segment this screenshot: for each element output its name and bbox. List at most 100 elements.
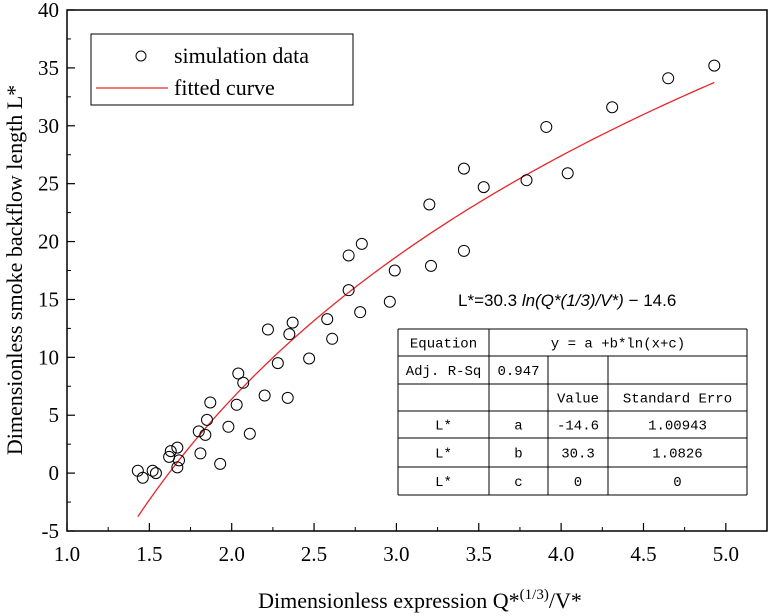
- fit-table-cell: Adj. R-Sq: [406, 364, 482, 380]
- fit-table-cell: 1.0826: [652, 447, 702, 463]
- y-tick-label: 10: [38, 345, 59, 369]
- data-point: [606, 101, 619, 114]
- y-tick-label: -5: [42, 519, 60, 543]
- y-tick-label: 20: [38, 230, 59, 254]
- fit-table-grid: [397, 328, 748, 496]
- fit-table-cell: 0.947: [497, 364, 539, 380]
- data-point: [281, 391, 294, 404]
- data-point: [146, 464, 159, 477]
- data-point: [561, 167, 574, 180]
- x-tick-label: 2.0: [219, 542, 245, 566]
- y-tick-label: 15: [38, 287, 59, 311]
- data-point: [457, 162, 470, 175]
- fit-table-cell: Standard Erro: [623, 392, 732, 408]
- x-tick-label: 5.0: [713, 542, 739, 566]
- data-point: [171, 441, 184, 454]
- data-point: [662, 72, 675, 85]
- fit-table-cell: 1.00943: [648, 419, 707, 435]
- tick-labels: 1.0 1.5 2.0 2.5 3.0 3.5 4.0 4.5 5.0 -5 0 5 10 15 20 25 3…: [38, 0, 739, 566]
- data-point: [261, 323, 274, 336]
- data-point: [201, 413, 213, 426]
- x-tick-label: 4.0: [548, 542, 574, 566]
- fit-equation-tail: − 14.6: [624, 291, 676, 310]
- x-tick-label: 1.0: [54, 542, 80, 566]
- y-tick-label: 30: [38, 114, 59, 138]
- fit-table-background: [398, 329, 747, 495]
- fit-table-cell: Equation: [410, 337, 477, 353]
- data-point: [271, 357, 284, 370]
- data-point: [214, 457, 227, 470]
- x-axis-title: Dimensionless expression Q*(1/3)/V*: [258, 587, 582, 613]
- data-point: [425, 259, 437, 272]
- data-point: [136, 471, 149, 484]
- data-point: [342, 249, 355, 262]
- legend-box: [90, 33, 354, 106]
- y-tick-label: 25: [38, 172, 59, 196]
- fit-table-cell: -14.6: [557, 419, 599, 435]
- data-point: [355, 237, 368, 250]
- fit-table-cell: y = a +b*ln(x+c): [551, 337, 685, 353]
- data-point: [321, 313, 334, 326]
- y-tick-label: 40: [38, 0, 59, 22]
- data-point: [173, 454, 185, 467]
- fitted-curve-line: [137, 81, 715, 518]
- data-point: [171, 461, 184, 474]
- legend-label-simulation-data: simulation data: [174, 43, 309, 68]
- y-tick-label: 35: [38, 56, 59, 80]
- fit-table-cell: c: [514, 475, 522, 491]
- legend-label-fitted-curve: fitted curve: [174, 75, 275, 100]
- fit-table-cells: Equation y = a +b*ln(x+c) Adj. R-Sq 0.947 Va…: [406, 337, 732, 492]
- data-point: [199, 428, 212, 441]
- x-tick-label: 3.0: [383, 542, 409, 566]
- data-point: [149, 467, 162, 480]
- fit-table-cell: a: [514, 419, 522, 435]
- fit-table: Equation y = a +b*ln(x+c) Adj. R-Sq 0.947 Va…: [397, 328, 748, 496]
- legend-marker-simulation-data: [135, 50, 147, 62]
- data-point: [354, 306, 367, 319]
- data-point: [258, 389, 271, 402]
- y-tick-label: 5: [49, 403, 60, 427]
- data-point: [708, 59, 721, 72]
- fit-equation: L*=30.3 ln(Q*(1/3)/V*) − 14.6: [458, 291, 676, 310]
- data-point: [243, 427, 256, 440]
- legend: simulation data fitted curve: [90, 33, 354, 106]
- data-point: [283, 328, 296, 341]
- data-point: [326, 332, 339, 345]
- fit-table-cell: Value: [557, 392, 599, 408]
- data-point: [342, 284, 355, 297]
- fit-table-cell: L*: [435, 447, 452, 463]
- fit-table-cell: 0: [673, 475, 681, 491]
- fit-table-cell: L*: [435, 475, 452, 491]
- data-point: [194, 447, 207, 460]
- fit-equation-math: ln(Q*(1/3)/V*): [522, 291, 624, 310]
- data-point: [230, 398, 243, 411]
- data-point: [204, 396, 217, 409]
- x-tick-label: 2.5: [301, 542, 327, 566]
- y-axis-title: Dimensionless smoke backflow length L*: [2, 85, 27, 455]
- data-point: [477, 181, 490, 194]
- fit-table-cell: b: [514, 447, 522, 463]
- axis-ticks: [66, 9, 727, 532]
- x-tick-label: 4.5: [630, 542, 656, 566]
- x-tick-label: 1.5: [136, 542, 162, 566]
- data-point: [383, 295, 396, 308]
- fit-table-cell: L*: [435, 419, 452, 435]
- x-tick-label: 3.5: [466, 542, 492, 566]
- data-point: [423, 198, 436, 211]
- data-point: [164, 445, 177, 458]
- data-point: [192, 425, 205, 438]
- data-point: [388, 264, 401, 277]
- data-point: [286, 316, 299, 329]
- data-point: [222, 420, 235, 433]
- data-point: [520, 174, 533, 187]
- fit-equation-lead: L*=30.3: [458, 291, 522, 310]
- data-point: [457, 244, 470, 257]
- data-point: [232, 367, 245, 380]
- y-tick-label: 0: [49, 461, 60, 485]
- data-point: [237, 376, 250, 389]
- fit-table-cell: 0: [574, 475, 582, 491]
- data-point: [540, 120, 553, 133]
- fitted-curve-layer: [137, 81, 715, 518]
- data-points-layer: [131, 59, 721, 484]
